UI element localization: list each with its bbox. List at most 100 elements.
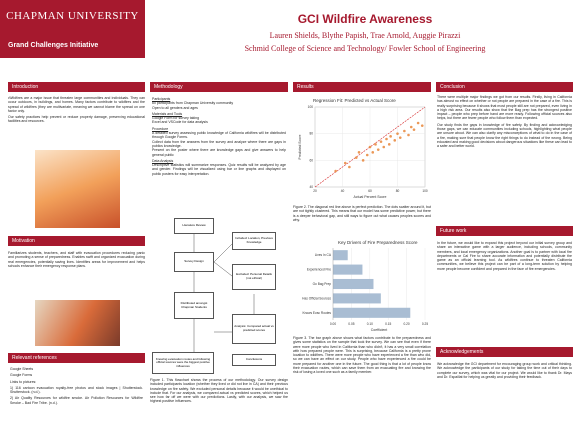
x-tick-label: 0.20 — [403, 322, 409, 326]
section-heading: Conclusion — [436, 82, 573, 92]
bar — [333, 293, 381, 304]
point — [334, 169, 337, 173]
point — [412, 128, 416, 131]
y-axis-label: Predicted Score — [298, 134, 302, 159]
point — [385, 137, 388, 141]
line: A detailed survey assessing public knowl… — [152, 131, 286, 140]
subheading: Participants — [152, 97, 171, 101]
point — [382, 145, 386, 149]
paragraph: Links to pictures: — [10, 379, 37, 384]
point — [420, 124, 424, 127]
x-tick-label: 0.25 — [422, 322, 428, 326]
line: Open to all genders and ages — [152, 105, 198, 110]
figure2-caption: Figure 2. The diagonal red line above is… — [293, 205, 431, 222]
intro-text: •Wildfires are a major issue that threat… — [8, 96, 145, 126]
y-tick-label: Has Official Sources — [302, 296, 331, 300]
section-heading: Future work — [436, 226, 573, 236]
point — [368, 145, 372, 149]
bar-chart: Key Drivers of Fire Preparedness Score 0.… — [302, 240, 428, 332]
figure1-caption: Figure 1. This flowchart shows the proce… — [150, 378, 288, 404]
flow-node: Survey Design — [174, 252, 214, 272]
initiative: Grand Challenges Initiative — [8, 42, 99, 49]
x-axis-label: Coefficient — [371, 328, 388, 332]
point — [354, 156, 358, 159]
point — [409, 125, 413, 129]
point — [348, 165, 351, 169]
paragraph: •Wildfires are a major issue that threat… — [8, 96, 145, 113]
section-heading: Acknowledgements — [436, 347, 573, 357]
flow-node: Knowing evacuation routes and following … — [152, 352, 214, 374]
paragraph: In the future, we would like to expand t… — [437, 241, 572, 271]
line: 60 participants from Chapman University … — [152, 101, 234, 106]
paragraph: There were multiple major findings we go… — [437, 95, 572, 121]
flow-node: Distributed amongst Chapman Students — [174, 292, 214, 319]
x-axis-label: Actual Percent Score — [354, 195, 387, 199]
scatter-chart: Regression Fit: Predicted vs Actual Scor… — [298, 98, 428, 199]
flow-arrows — [193, 234, 255, 352]
section-heading: Methodology — [150, 82, 288, 92]
y-tick-label: 40 — [309, 185, 313, 189]
paragraph: We acknowledge the GCI department for en… — [437, 362, 572, 379]
x-tick-label: 0.00 — [330, 322, 336, 326]
y-tick-label: 100 — [308, 105, 314, 109]
flow-node: Conclusions — [232, 354, 276, 366]
intro-image — [35, 150, 120, 228]
affiliation: Schmid College of Science and Technology… — [244, 44, 486, 53]
point — [365, 153, 369, 157]
perfect-fit-line — [314, 106, 426, 188]
point — [361, 159, 365, 162]
flowchart: Literature Review Survey Design Included: … — [150, 214, 288, 374]
subheading: Materials and Tools — [152, 111, 183, 116]
references-text: Google Sheets Google Forms Links to pictur… — [10, 367, 143, 407]
section-heading: Results — [293, 82, 431, 92]
chart-title: Regression Fit: Predicted vs Actual Scor… — [313, 98, 396, 103]
title: GCI Wildfire Awareness — [297, 12, 433, 26]
x-tick-label: 0.10 — [367, 322, 373, 326]
y-tick-label: 60 — [309, 158, 313, 162]
flow-node: Analysis: Compared actual vs predicted s… — [232, 314, 276, 344]
paragraph: Our study finds the gaps in knowledge of… — [437, 122, 572, 149]
figure3-caption: Figure 3. The bar graph above shows what… — [293, 336, 431, 375]
chart-title: Key Drivers of Fire Preparedness Score — [338, 240, 418, 245]
x-tick-label: 40 — [341, 189, 345, 193]
section-heading: Relevant references — [8, 353, 145, 363]
point — [374, 143, 377, 146]
conclusion-text: There were multiple major findings we go… — [437, 95, 572, 151]
x-tick-label: 60 — [368, 189, 372, 193]
section-heading: Introduction — [8, 82, 145, 92]
paragraph: 2) Air Quality Resources for wildfire sm… — [10, 396, 143, 405]
methodology-text: Participants 60 participants from Chapman… — [152, 95, 286, 176]
x-tick-label: 20 — [313, 189, 317, 193]
bar — [333, 264, 363, 275]
logo-block: CHAPMAN UNIVERSITY Grand Challenges Init… — [0, 0, 145, 58]
bar — [333, 278, 374, 290]
point — [403, 129, 406, 133]
point — [379, 140, 383, 143]
acknowledgements-text: We acknowledge the GCI department for en… — [437, 362, 572, 381]
subheading: Data Analysis — [152, 158, 174, 163]
point — [389, 135, 392, 138]
line: Descriptive statistics will summarize re… — [152, 163, 286, 176]
line: Google Form for survey taking — [152, 116, 200, 121]
point — [376, 148, 380, 151]
y-tick-label: Go Bag Prep — [313, 282, 332, 286]
paragraph: Google Sheets — [10, 367, 34, 371]
point — [357, 151, 361, 154]
flow-node: Included: Location, Previous Knowledge — [232, 232, 276, 250]
line: Collect data from the answers from the s… — [152, 139, 286, 148]
authors: Lauren Shields, Blythe Papish, Trae Arno… — [269, 31, 461, 40]
paragraph: 1) 116 cartoon evacuation royalty-free p… — [10, 385, 143, 395]
flow-node: Excluded: Personal Details (not ethical) — [232, 264, 276, 290]
line: Excel and VSCode for data analysis — [152, 120, 208, 125]
subheading: Procedure — [152, 126, 169, 131]
point — [343, 161, 347, 165]
y-tick-label: Experienced Fire — [307, 268, 331, 272]
paragraph: Our safety practices help prevent or red… — [8, 115, 145, 124]
section-heading: Motivation — [8, 236, 145, 246]
y-tick-label: Lives In CA — [315, 253, 332, 257]
x-tick-label: 100 — [422, 189, 428, 193]
flow-node: Literature Review — [174, 218, 214, 234]
x-tick-label: 0.05 — [348, 322, 354, 326]
point — [396, 132, 399, 135]
